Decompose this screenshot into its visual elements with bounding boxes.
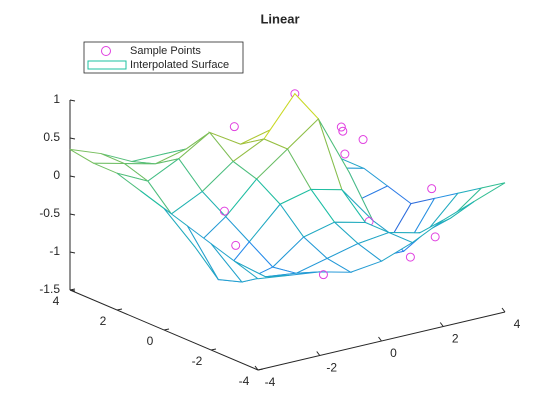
sample-point — [231, 240, 241, 250]
sample-point — [405, 252, 415, 262]
x-tick-label: 2 — [452, 332, 459, 346]
y-tick-label: 4 — [53, 294, 60, 308]
y-tick-label: -4 — [239, 374, 250, 388]
sample-point — [229, 122, 239, 132]
sample-point — [318, 270, 328, 280]
z-tick — [69, 289, 76, 292]
y-tick — [163, 328, 170, 331]
z-tick — [69, 99, 76, 102]
y-tick — [210, 348, 217, 351]
x-tick-label: 4 — [514, 317, 521, 331]
surface-cell — [234, 260, 289, 280]
x-tick-label: -2 — [326, 361, 337, 375]
sample-point — [338, 126, 348, 136]
legend-swatch — [87, 60, 127, 70]
y-tick-label: 2 — [100, 314, 107, 328]
legend-label: Interpolated Surface — [130, 59, 229, 71]
x-tick-label: 0 — [390, 346, 397, 360]
sample-point — [430, 232, 440, 242]
x-tick — [316, 351, 321, 356]
z-tick — [69, 137, 76, 140]
z-tick-label: 0 — [53, 168, 60, 182]
y-tick — [116, 308, 123, 311]
legend: Sample Points Interpolated Surface — [83, 41, 244, 74]
sample-point — [427, 184, 437, 194]
x-tick — [439, 322, 444, 327]
z-tick-label: -0.5 — [39, 206, 60, 220]
legend-label: Sample Points — [130, 45, 201, 57]
z-tick-label: 0.5 — [43, 130, 60, 144]
z-tick — [69, 175, 76, 178]
y-tick-label: 0 — [147, 334, 154, 348]
sample-point — [358, 135, 368, 145]
y-tick-label: -2 — [192, 354, 203, 368]
z-tick — [69, 213, 76, 216]
z-tick-label: -1 — [49, 244, 60, 258]
x-tick — [254, 365, 259, 371]
y-tick — [257, 368, 264, 371]
surface-cell — [69, 148, 125, 165]
x-tick — [378, 336, 382, 342]
z-tick-label: 1 — [53, 92, 60, 106]
z-tick — [69, 251, 76, 254]
sample-point — [219, 206, 229, 216]
chart-title: Linear — [260, 11, 299, 26]
sample-point — [336, 122, 346, 132]
z-tick-label: -1.5 — [39, 282, 60, 296]
x-tick — [501, 307, 506, 313]
legend-marker — [101, 46, 111, 56]
x-tick-label: -4 — [265, 375, 276, 389]
sample-point — [340, 149, 350, 159]
